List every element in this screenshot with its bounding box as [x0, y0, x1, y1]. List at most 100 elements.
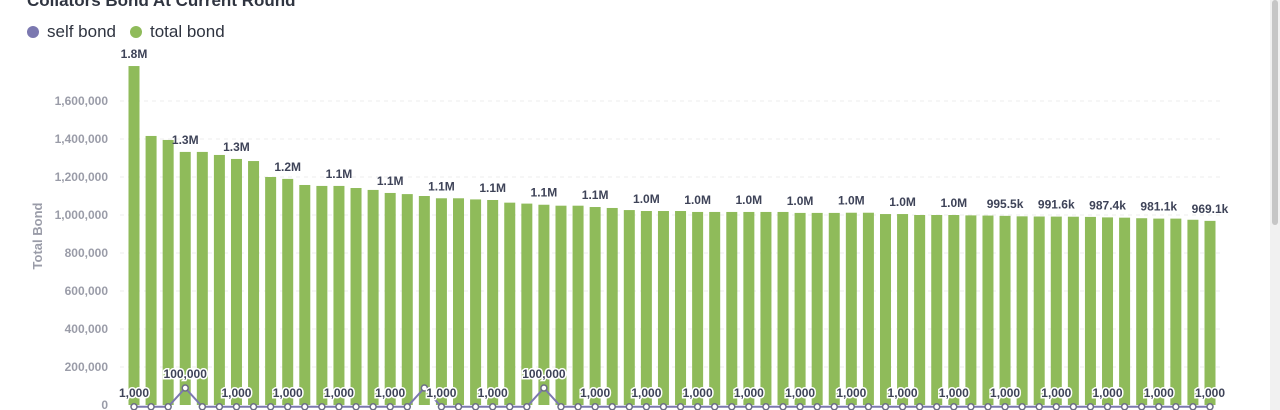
line-data-label: 1,000 — [888, 386, 918, 400]
self-bond-point — [864, 403, 873, 410]
self-bond-point — [471, 403, 480, 410]
legend-total-bond-label: total bond — [150, 22, 225, 41]
self-bond-point — [283, 403, 292, 410]
self-bond-point — [369, 403, 377, 410]
self-bond-point — [557, 403, 565, 410]
legend-self-bond[interactable]: self bond — [27, 22, 116, 42]
bar-data-label: 1.1M — [377, 174, 404, 188]
line-data-label: 1,000 — [734, 386, 764, 400]
bar — [999, 215, 1011, 405]
self-bond-point — [591, 403, 599, 410]
bar-data-label: 1.1M — [326, 167, 353, 181]
bar — [418, 196, 430, 405]
bar — [213, 154, 225, 405]
bar — [623, 210, 635, 405]
bar — [384, 192, 396, 405]
legend-total-bond[interactable]: total bond — [130, 22, 225, 42]
line-data-label: 1,000 — [836, 386, 866, 400]
bar-data-label: 987.4k — [1089, 198, 1126, 212]
self-bond-point — [249, 403, 258, 410]
y-tick-label: 400,000 — [65, 322, 109, 336]
chart-title: Collators Bond At Current Round — [27, 0, 296, 10]
bar-data-label: 991.6k — [1038, 198, 1075, 212]
self-bond-point — [301, 403, 309, 410]
bar — [521, 203, 533, 405]
bar — [1102, 217, 1114, 405]
legend-self-bond-label: self bond — [47, 22, 116, 41]
bar — [845, 212, 857, 405]
self-bond-point — [915, 403, 924, 410]
line-data-label: 1,000 — [426, 386, 456, 400]
self-bond-point — [847, 403, 856, 410]
self-bond-point — [130, 403, 138, 410]
self-bond-point — [488, 403, 497, 410]
self-bond-point — [967, 403, 975, 410]
bar — [1119, 217, 1131, 405]
self-bond-point — [386, 403, 394, 410]
line-data-label: 1,000 — [375, 386, 405, 400]
bar-data-label: 1.8M — [121, 47, 148, 61]
line-data-label: 1,000 — [990, 386, 1020, 400]
bar-data-label: 1.0M — [838, 194, 865, 208]
y-tick-label: 1,000,000 — [55, 208, 109, 222]
self-bond-point — [164, 403, 172, 410]
bar-data-label: 1.0M — [684, 193, 711, 207]
self-bond-point — [1155, 403, 1163, 410]
self-bond-point — [693, 403, 702, 410]
bar — [470, 199, 482, 405]
self-bond-point — [1120, 403, 1129, 410]
self-bond-point — [1137, 403, 1146, 410]
bar — [487, 199, 499, 405]
line-data-label: 1,000 — [1093, 386, 1123, 400]
self-bond-point — [232, 403, 241, 410]
self-bond-point — [984, 403, 992, 410]
bar — [828, 212, 840, 405]
self-bond-point — [1206, 403, 1214, 410]
bar — [743, 211, 755, 405]
bar-data-label: 1.2M — [274, 160, 301, 174]
bar — [299, 184, 311, 405]
bar — [1187, 219, 1199, 405]
bar — [453, 198, 465, 405]
bar — [179, 151, 191, 405]
self-bond-point — [762, 403, 770, 410]
self-bond-point — [1018, 403, 1026, 410]
self-bond-point — [1069, 403, 1078, 410]
self-bond-point — [745, 403, 753, 410]
line-data-label: 1,000 — [580, 386, 610, 400]
scrollbar[interactable] — [1270, 0, 1280, 410]
line-data-label: 1,000 — [1144, 386, 1174, 400]
line-data-label: 1,000 — [324, 386, 354, 400]
self-bond-point — [830, 403, 839, 410]
bar — [965, 215, 977, 405]
bar-data-label: 1.1M — [428, 179, 455, 193]
bar — [1170, 218, 1182, 405]
bar — [401, 194, 413, 405]
self-bond-dot-icon — [27, 26, 39, 38]
y-axis-label: Total Bond — [30, 202, 45, 269]
bar — [811, 212, 823, 405]
self-bond-line — [134, 386, 1210, 408]
y-tick-label: 1,200,000 — [55, 170, 109, 184]
bar-data-label: 1.0M — [736, 193, 763, 207]
y-tick-label: 1,400,000 — [55, 132, 109, 146]
bar — [1204, 220, 1216, 405]
line-data-label: 1,000 — [119, 386, 149, 400]
self-bond-point — [215, 403, 224, 410]
bar — [914, 215, 926, 405]
bar-data-label: 969.1k — [1192, 202, 1229, 216]
self-bond-point — [1035, 403, 1043, 410]
line-data-label: 1,000 — [1041, 386, 1071, 400]
bar — [196, 151, 208, 405]
y-tick-label: 0 — [101, 398, 108, 410]
bar — [1136, 218, 1148, 405]
bar — [606, 207, 618, 405]
bar — [538, 204, 550, 405]
line-data-label: 100,000 — [164, 367, 208, 381]
bar — [640, 211, 652, 405]
bar — [248, 161, 260, 405]
bar — [794, 212, 806, 405]
scrollbar-thumb[interactable] — [1272, 0, 1278, 225]
bar — [316, 185, 328, 405]
